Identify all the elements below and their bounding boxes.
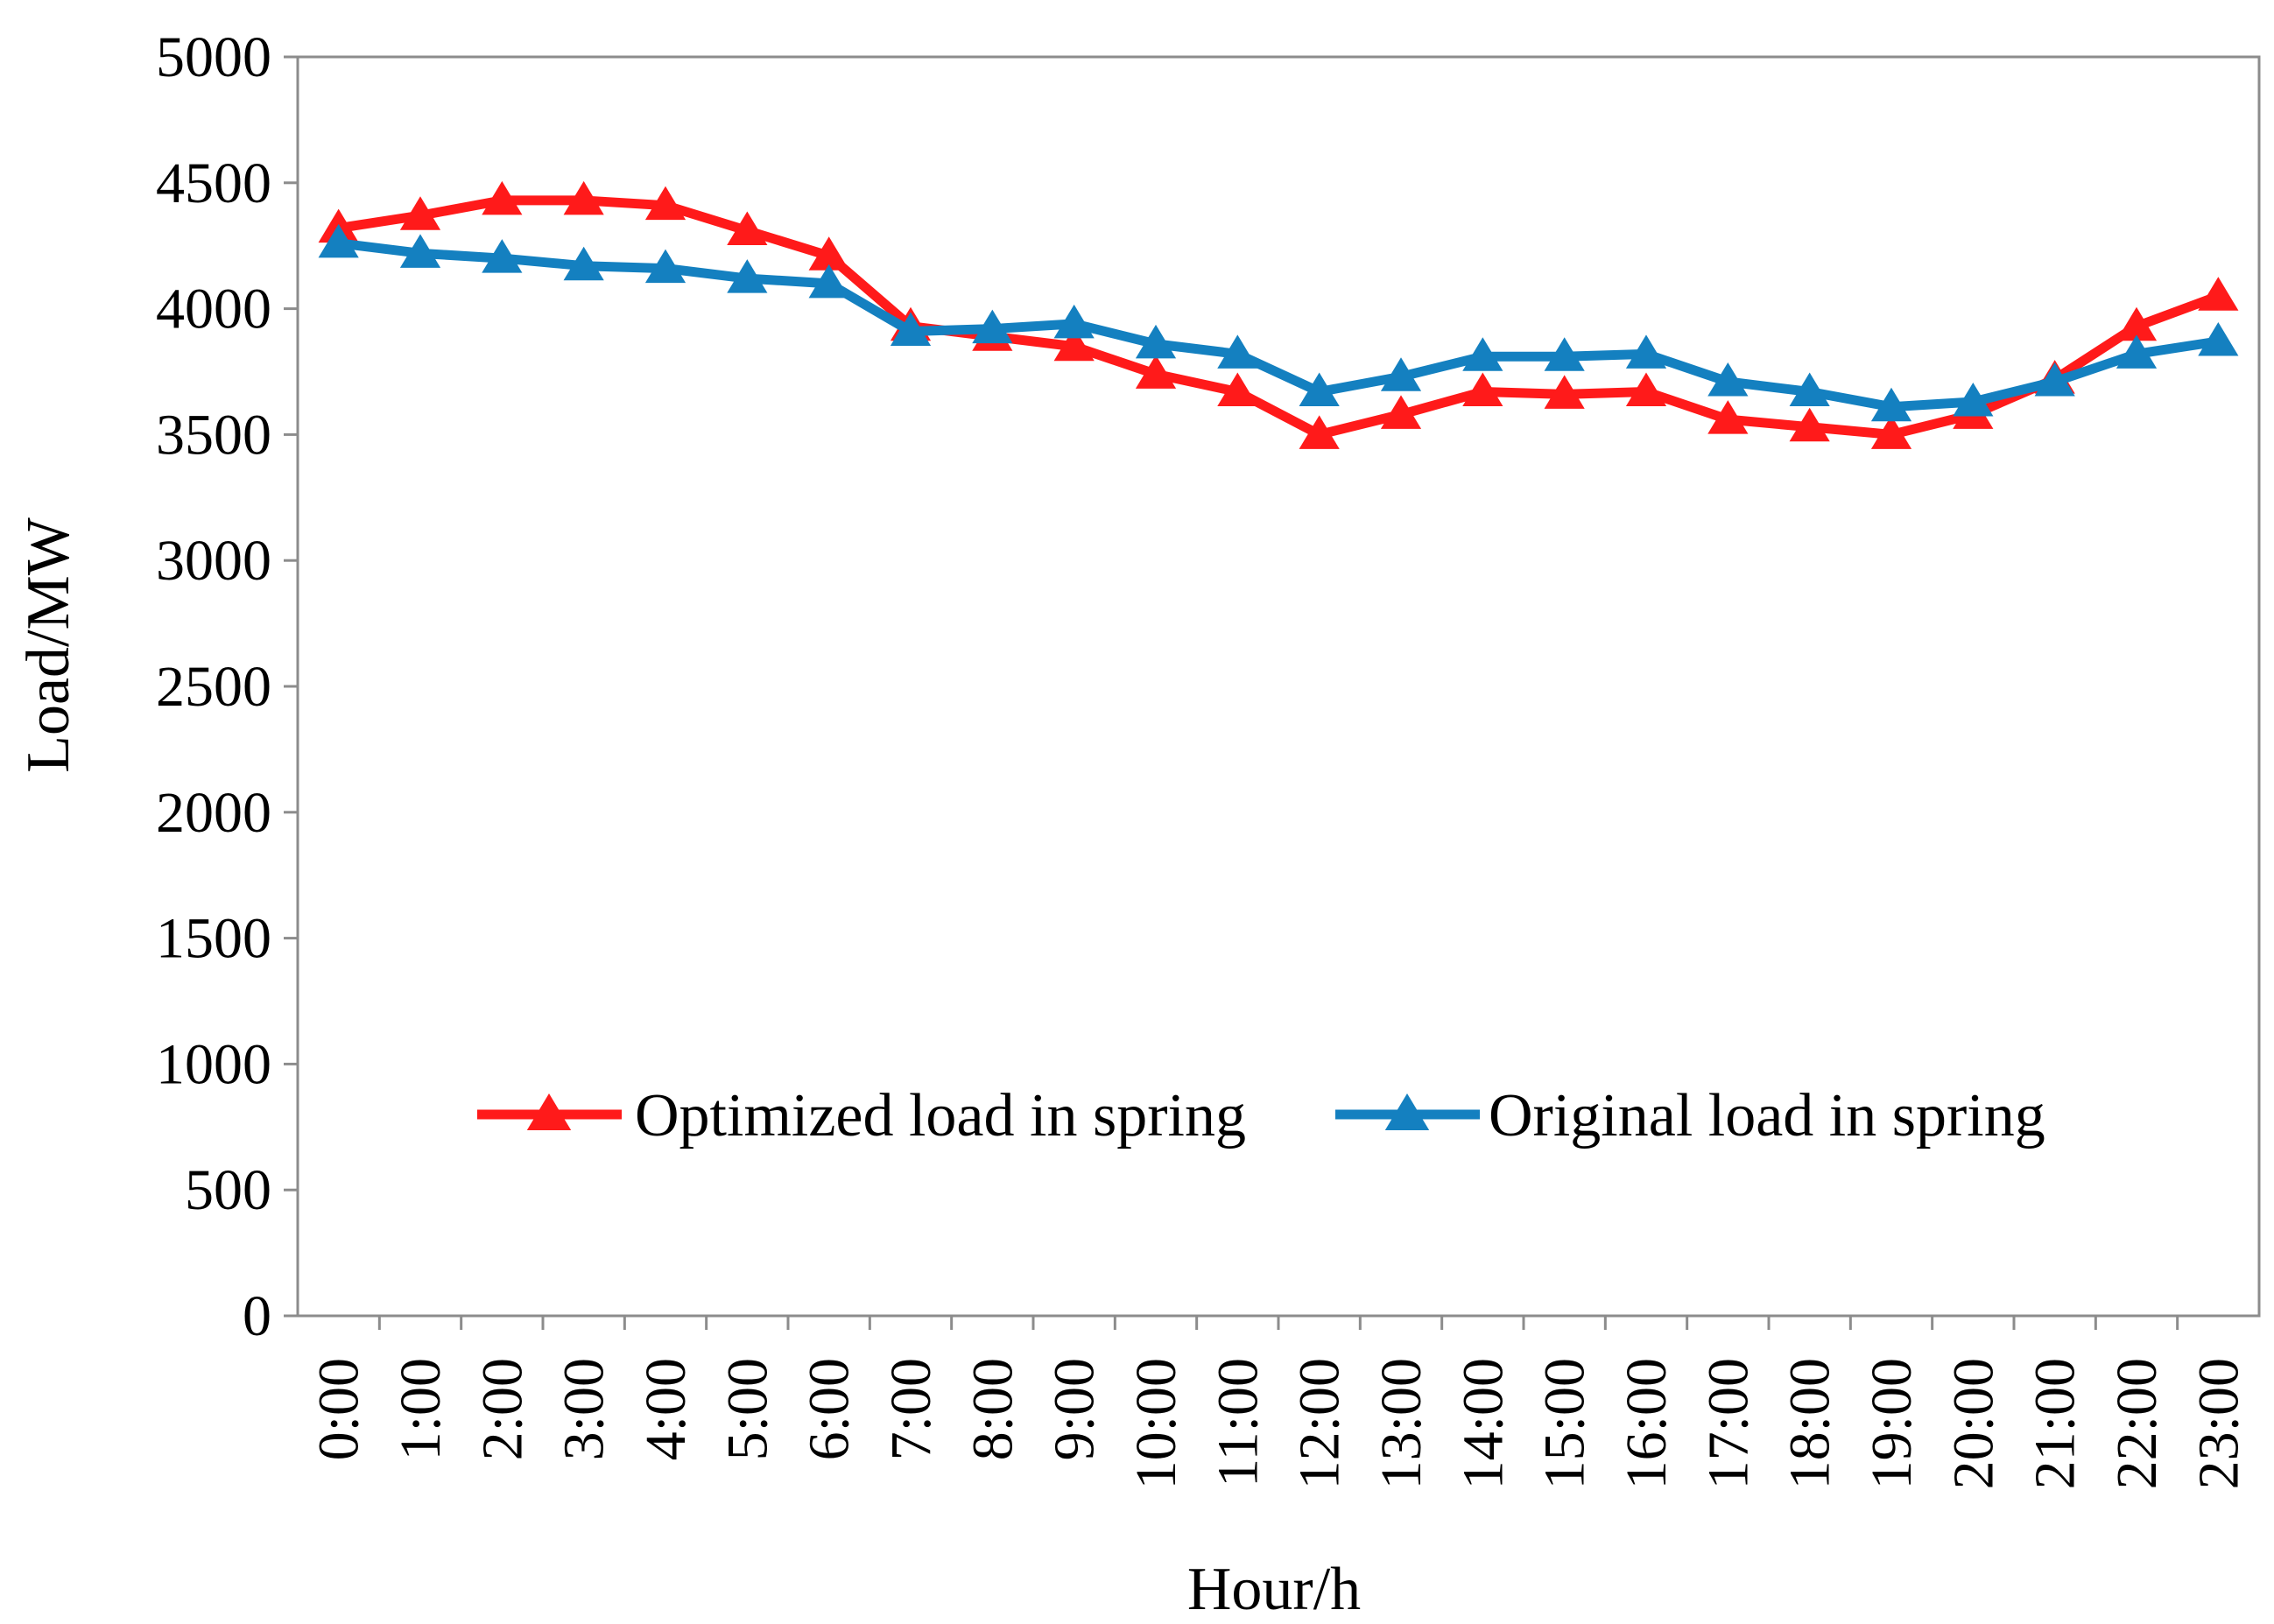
data-point-marker	[1299, 372, 1340, 407]
legend-label: Optimized load in spring	[635, 1082, 1246, 1149]
data-point-marker	[1544, 375, 1585, 409]
data-point-marker	[1544, 337, 1585, 371]
x-tick-label: 1:00	[389, 1358, 453, 1460]
data-point-marker	[890, 312, 932, 346]
y-tick-label: 0	[243, 1284, 271, 1348]
data-point-marker	[1053, 327, 1095, 362]
y-axis-title: Load/MW	[15, 517, 82, 773]
x-tick-label: 6:00	[798, 1358, 862, 1460]
data-point-marker	[399, 234, 441, 268]
x-tick-label: 14:00	[1451, 1358, 1515, 1489]
series-line	[334, 195, 2223, 439]
x-tick-label: 7:00	[879, 1358, 943, 1460]
series-original	[318, 223, 2239, 422]
data-point-marker	[1953, 383, 1994, 417]
data-point-marker	[2198, 321, 2239, 356]
data-point-marker	[1707, 400, 1749, 434]
x-tick-label: 12:00	[1288, 1358, 1352, 1489]
data-point-marker	[482, 180, 523, 215]
x-tick-label: 2:00	[470, 1358, 534, 1460]
data-point-marker	[808, 264, 849, 299]
x-axis-title: Hour/h	[1187, 1556, 1361, 1623]
x-tick-label: 22:00	[2105, 1358, 2169, 1489]
y-tick-label: 1500	[156, 907, 271, 971]
data-point-marker	[399, 196, 441, 230]
data-point-marker	[318, 223, 359, 258]
data-point-marker	[563, 180, 604, 215]
data-point-marker	[1135, 355, 1177, 389]
x-tick-label: 18:00	[1778, 1358, 1842, 1489]
data-point-marker	[1380, 395, 1422, 429]
x-tick-label: 10:00	[1124, 1358, 1188, 1489]
series-line	[334, 238, 2223, 412]
x-tick-label: 8:00	[961, 1358, 1024, 1460]
y-tick-label: 2000	[156, 781, 271, 845]
data-point-marker	[1870, 415, 1912, 449]
series-optimized	[318, 180, 2239, 449]
x-tick-label: 5:00	[715, 1358, 779, 1460]
y-tick-label: 500	[185, 1158, 271, 1222]
data-point-marker	[727, 259, 768, 293]
y-tick-label: 1000	[156, 1032, 271, 1096]
data-point-marker	[644, 249, 686, 284]
x-tick-label: 20:00	[1941, 1358, 2005, 1489]
data-point-marker	[2116, 306, 2158, 341]
data-point-marker	[808, 236, 849, 271]
legend-marker	[526, 1093, 572, 1130]
x-tick-label: 16:00	[1615, 1358, 1679, 1489]
y-tick-label: 5000	[156, 25, 271, 89]
x-tick-label: 9:00	[1043, 1358, 1107, 1460]
data-point-marker	[1707, 362, 1749, 397]
data-point-marker	[727, 211, 768, 245]
data-point-marker	[1625, 372, 1667, 407]
data-point-marker	[1217, 334, 1258, 369]
x-tick-label: 19:00	[1860, 1358, 1924, 1489]
y-tick-label: 3000	[156, 529, 271, 593]
data-point-marker	[1462, 372, 1503, 407]
data-point-marker	[1135, 324, 1177, 359]
data-point-marker	[644, 186, 686, 221]
data-point-marker	[563, 246, 604, 281]
data-point-marker	[1625, 334, 1667, 369]
x-tick-label: 11:00	[1206, 1358, 1270, 1487]
data-point-marker	[1380, 357, 1422, 391]
data-point-marker	[1217, 372, 1258, 407]
x-tick-label: 21:00	[2024, 1358, 2087, 1489]
y-tick-label: 4500	[156, 151, 271, 215]
x-tick-label: 3:00	[553, 1358, 616, 1460]
data-point-marker	[1053, 304, 1095, 339]
x-tick-label: 23:00	[2186, 1358, 2250, 1489]
data-point-marker	[1299, 415, 1340, 449]
data-point-marker	[1462, 337, 1503, 371]
legend-item-optimized: Optimized load in spring	[477, 1082, 1246, 1149]
x-tick-label: 4:00	[634, 1358, 698, 1460]
data-point-marker	[1870, 387, 1912, 422]
x-tick-label: 13:00	[1369, 1358, 1433, 1489]
data-point-marker	[2116, 334, 2158, 369]
data-point-marker	[2198, 277, 2239, 311]
y-tick-label: 3500	[156, 403, 271, 467]
y-tick-label: 4000	[156, 278, 271, 341]
legend-marker	[1384, 1093, 1430, 1130]
y-tick-label: 2500	[156, 655, 271, 719]
data-point-marker	[2034, 362, 2075, 397]
x-tick-label: 17:00	[1696, 1358, 1760, 1489]
x-tick-label: 15:00	[1533, 1358, 1597, 1489]
x-tick-label: 0:00	[307, 1358, 371, 1460]
data-point-marker	[482, 239, 523, 273]
legend-label: Original load in spring	[1489, 1082, 2045, 1149]
data-point-marker	[1789, 372, 1830, 407]
data-point-marker	[972, 309, 1013, 344]
legend-item-original: Original load in spring	[1335, 1082, 2045, 1149]
data-point-marker	[1789, 407, 1830, 442]
